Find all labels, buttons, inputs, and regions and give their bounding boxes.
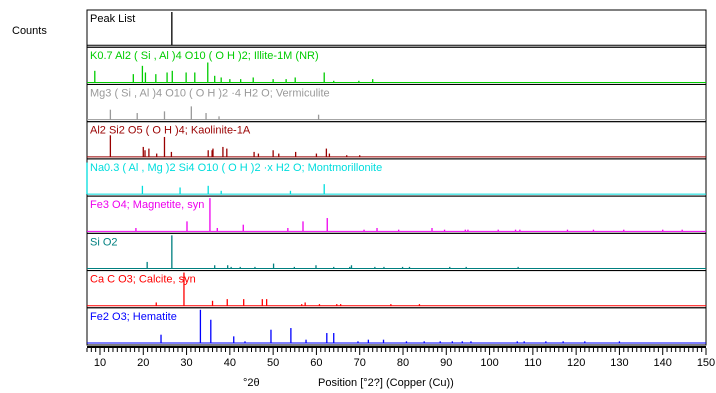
x-tick-label: 60: [310, 357, 322, 369]
panel-5: Fe3 O4; Magnetite, syn: [86, 195, 707, 234]
panel-8: Fe2 O3; Hematite: [86, 307, 707, 346]
x-tick-label: 40: [224, 357, 236, 369]
panel-1: K0.7 Al2 ( Si , Al )4 O10 ( O H )2; Illi…: [86, 46, 707, 85]
x-axis-symbol: °2θ: [243, 377, 260, 389]
panel-name: Ca C O3; Calcite, syn: [90, 274, 196, 286]
x-tick-label: 90: [440, 357, 452, 369]
panel-name: Al2 Si2 O5 ( O H )4; Kaolinite-1A: [90, 125, 251, 137]
x-axis-label: Position [°2?] (Copper (Cu)): [318, 377, 454, 389]
panel-frame: [86, 307, 707, 346]
x-axis: 10 20 30 40 50 60 70 80 90 100 110 120 130 140 150: [86, 346, 715, 369]
panel-3: Al2 Si2 O5 ( O H )4; Kaolinite-1A: [86, 121, 707, 160]
panel-4: Na0.3 ( Al , Mg )2 Si4 O10 ( O H )2 ·x H…: [86, 158, 707, 197]
panel-frame: [86, 9, 707, 48]
x-tick-label: 80: [397, 357, 409, 369]
panel-name: Fe3 O4; Magnetite, syn: [90, 199, 204, 211]
panel-7: Ca C O3; Calcite, syn: [86, 270, 707, 309]
x-tick-label: 10: [94, 357, 106, 369]
panel-6: Si O2: [86, 232, 707, 272]
panel-name: Na0.3 ( Al , Mg )2 Si4 O10 ( O H )2 ·x H…: [90, 162, 382, 174]
panel-0: Peak List: [86, 9, 707, 48]
pattern-panels: Peak List K0.7 Al2 ( Si , Al )4 O10 ( O H…: [86, 9, 707, 346]
x-tick-label: 70: [354, 357, 366, 369]
x-tick-label: 30: [180, 357, 192, 369]
panel-2: Mg3 ( Si , Al )4 O10 ( O H )2 ·4 H2 O; V…: [86, 83, 707, 123]
panel-name: Peak List: [90, 13, 135, 25]
x-tick-label: 50: [267, 357, 279, 369]
y-axis-label: Counts: [12, 25, 47, 37]
panel-name: Fe2 O3; Hematite: [90, 311, 177, 323]
x-tick-label: 130: [610, 357, 628, 369]
panel-frame: [86, 232, 707, 272]
x-tick-label: 120: [567, 357, 585, 369]
panel-name: Si O2: [90, 236, 118, 248]
x-tick-label: 150: [697, 357, 715, 369]
panel-name: Mg3 ( Si , Al )4 O10 ( O H )2 ·4 H2 O; V…: [90, 87, 330, 99]
x-tick-label: 100: [480, 357, 498, 369]
panel-name: K0.7 Al2 ( Si , Al )4 O10 ( O H )2; Illi…: [90, 50, 319, 62]
x-tick-label: 20: [137, 357, 149, 369]
x-tick-label: 140: [654, 357, 672, 369]
x-tick-label: 110: [524, 357, 542, 369]
